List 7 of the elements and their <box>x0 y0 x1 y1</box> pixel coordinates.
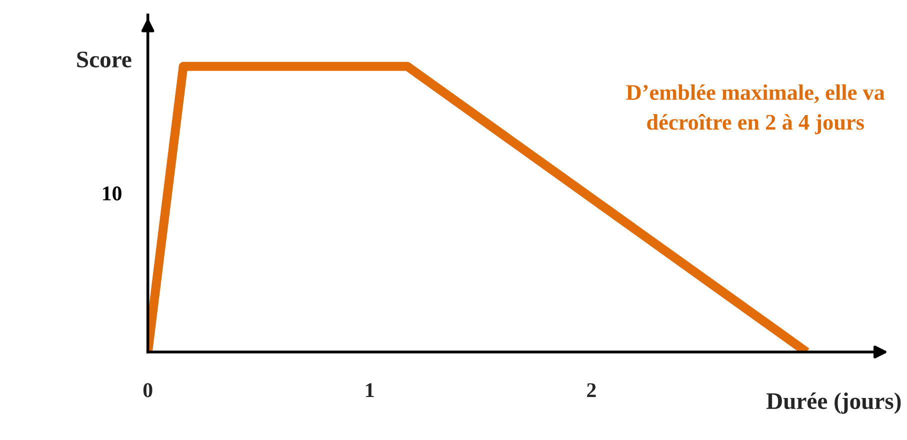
x-axis-title: Durée (jours) <box>766 392 901 414</box>
text: 10 <box>103 186 122 200</box>
annotation: D’emblée maximale, elle va décroître en 2 à 4 jours <box>626 84 885 134</box>
y-axis-title: Score <box>77 52 132 68</box>
x-tick-label: 1 <box>366 383 374 398</box>
x-tick-label: 0 <box>143 383 152 398</box>
x-tick-label: 2 <box>587 383 596 398</box>
